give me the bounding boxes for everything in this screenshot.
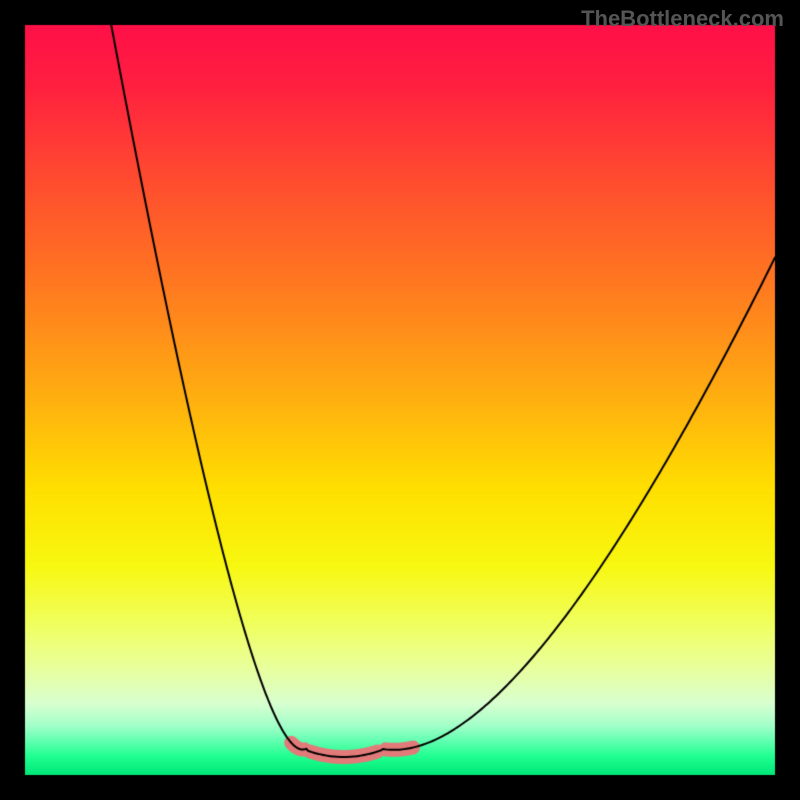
watermark-text: TheBottleneck.com [581, 6, 784, 32]
chart-container: TheBottleneck.com [0, 0, 800, 800]
bottleneck-chart-canvas [0, 0, 800, 800]
